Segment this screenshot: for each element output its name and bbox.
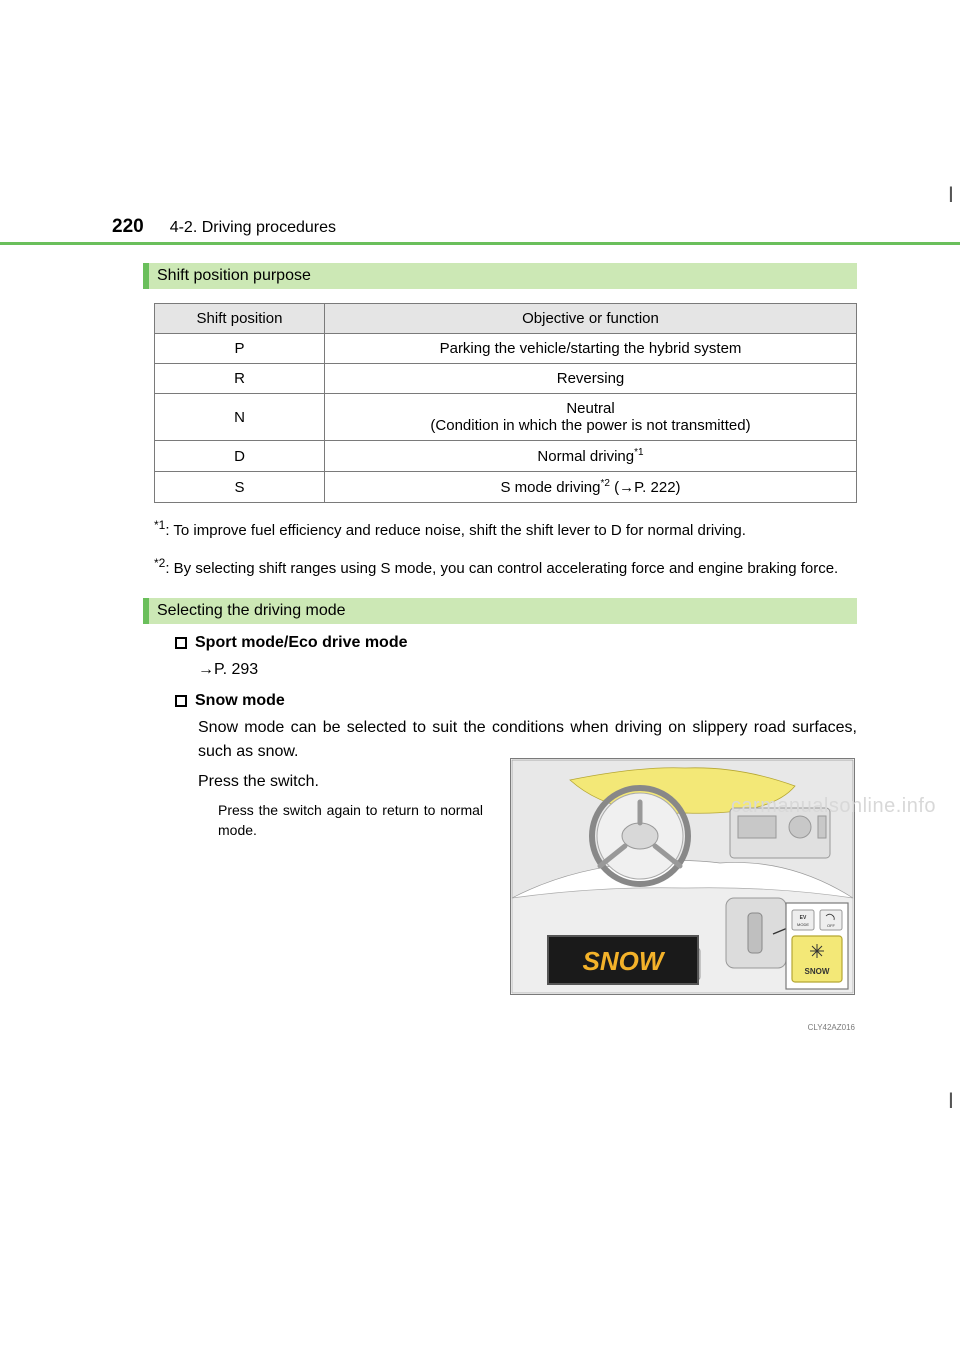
snow-description: Snow mode can be selected to suit the co… <box>198 716 857 764</box>
footnote-1: *1: To improve fuel efficiency and reduc… <box>154 517 857 541</box>
crop-mark-bottom-right: I <box>948 1088 954 1114</box>
cell-pos: S <box>155 472 325 503</box>
sport-eco-ref: →P. 293 <box>198 658 857 682</box>
section-selecting-driving-mode: Selecting the driving mode <box>143 598 857 624</box>
page-header: 220 4-2. Driving procedures <box>0 0 960 238</box>
cell-func: Neutral (Condition in which the power is… <box>325 394 857 441</box>
page-number: 220 <box>112 216 144 238</box>
cell-pos: N <box>155 394 325 441</box>
footnote-2: *2: By selecting shift ranges using S mo… <box>154 555 857 579</box>
cell-func: Reversing <box>325 364 857 394</box>
crop-mark-top-right: I <box>948 182 954 208</box>
bullet-heading: Sport mode/Eco drive mode <box>195 634 407 652</box>
table-row: P Parking the vehicle/starting the hybri… <box>155 334 857 364</box>
bullet-icon <box>175 695 187 707</box>
header-rule <box>0 242 960 245</box>
svg-text:MODE: MODE <box>797 922 809 927</box>
svg-text:EV: EV <box>800 915 807 921</box>
page: I I 220 4-2. Driving procedures Shift po… <box>0 0 960 840</box>
table-row: S S mode driving*2 (→P. 222) <box>155 472 857 503</box>
cell-func: Normal driving*1 <box>325 441 857 472</box>
cell-pos: P <box>155 334 325 364</box>
bullet-heading: Snow mode <box>195 692 285 710</box>
snow-display-text: SNOW <box>583 946 666 976</box>
section-shift-position-purpose: Shift position purpose <box>143 263 857 289</box>
cell-pos: R <box>155 364 325 394</box>
cell-func: S mode driving*2 (→P. 222) <box>325 472 857 503</box>
snow-sub-instruction: Press the switch again to return to norm… <box>218 800 483 841</box>
cell-pos: D <box>155 441 325 472</box>
bullet-icon <box>175 637 187 649</box>
table-row: N Neutral (Condition in which the power … <box>155 394 857 441</box>
shift-position-table: Shift position Objective or function P P… <box>154 303 857 503</box>
chapter-title: 4-2. Driving procedures <box>170 219 336 237</box>
snow-button-label: SNOW <box>805 967 830 976</box>
figure-code: CLY42AZ016 <box>510 1023 855 1032</box>
bullet-sport-eco: Sport mode/Eco drive mode <box>175 634 857 652</box>
svg-text:OFF: OFF <box>827 923 836 928</box>
watermark: carmanualsonline.info <box>731 795 936 818</box>
cell-func: Parking the vehicle/starting the hybrid … <box>325 334 857 364</box>
table-row: R Reversing <box>155 364 857 394</box>
bullet-snow: Snow mode <box>175 692 857 710</box>
table-header-shift-position: Shift position <box>155 304 325 334</box>
table-header-row: Shift position Objective or function <box>155 304 857 334</box>
table-row: D Normal driving*1 <box>155 441 857 472</box>
table-header-objective: Objective or function <box>325 304 857 334</box>
